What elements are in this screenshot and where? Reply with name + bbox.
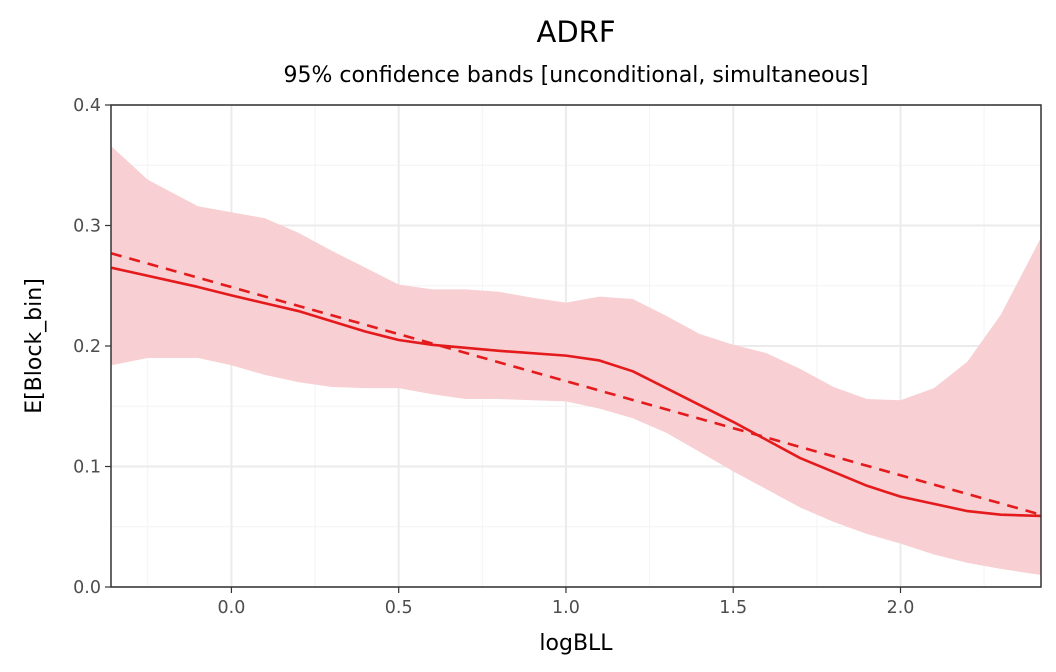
x-tick-label: 0.0 — [218, 598, 246, 618]
confidence-band — [111, 145, 1041, 575]
chart-subtitle: 95% confidence bands [unconditional, sim… — [284, 63, 869, 88]
y-tick-label: 0.0 — [73, 578, 101, 598]
estimate-line — [111, 266, 1041, 518]
chart-title: ADRF — [537, 15, 616, 49]
plot-panel: 0.0 0.5 1.0 1.5 2.0 0.0 0.1 0.2 0.3 0.4 — [73, 96, 1042, 618]
y-tick-label: 0.2 — [73, 337, 101, 357]
x-tick-label: 2.0 — [887, 598, 915, 618]
dashed-fit-line — [111, 251, 1041, 516]
y-tick-label: 0.3 — [73, 217, 101, 237]
x-tick-label: 1.5 — [719, 598, 747, 618]
plot-marks — [111, 145, 1041, 575]
y-axis-title: E[Block_bin] — [22, 278, 47, 414]
y-tick-label: 0.1 — [73, 458, 101, 478]
x-tick-label: 1.0 — [552, 598, 580, 618]
x-tick-label: 0.5 — [385, 598, 413, 618]
x-axis-title: logBLL — [539, 631, 613, 656]
y-tick-label: 0.4 — [73, 96, 101, 116]
